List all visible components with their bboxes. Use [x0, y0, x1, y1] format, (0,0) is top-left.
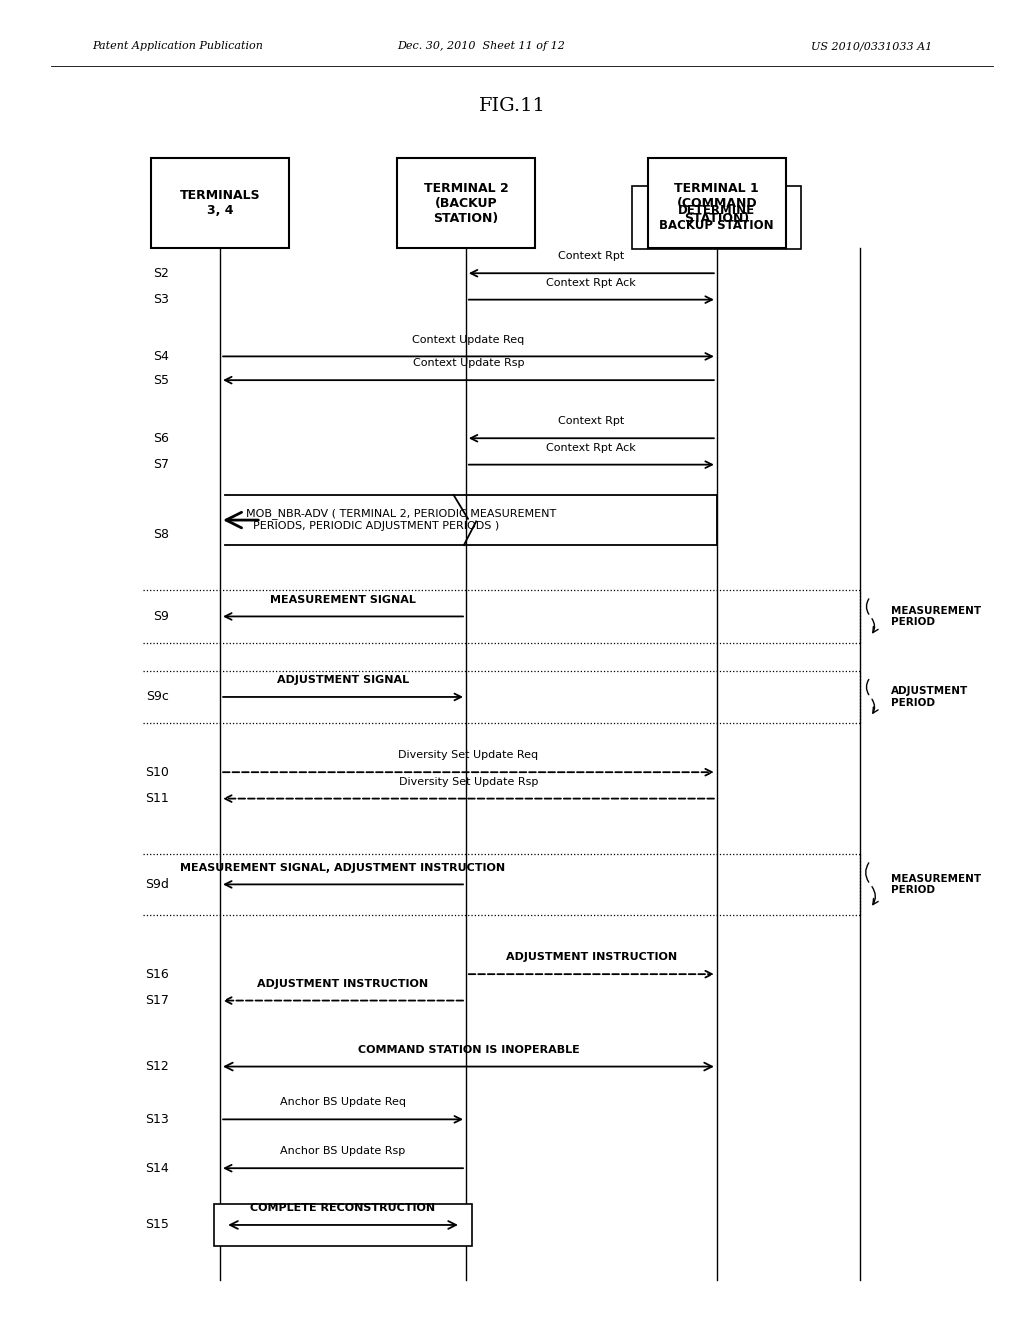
- Text: S10: S10: [145, 766, 169, 779]
- Text: S15: S15: [145, 1218, 169, 1232]
- Text: S9d: S9d: [145, 878, 169, 891]
- Text: S8: S8: [153, 528, 169, 541]
- Text: S2: S2: [153, 267, 169, 280]
- Text: Dec. 30, 2010  Sheet 11 of 12: Dec. 30, 2010 Sheet 11 of 12: [397, 41, 565, 51]
- Text: MEASUREMENT
PERIOD: MEASUREMENT PERIOD: [891, 874, 981, 895]
- Text: S1: S1: [153, 211, 169, 224]
- Text: Anchor BS Update Rsp: Anchor BS Update Rsp: [281, 1146, 406, 1156]
- Text: Context Rpt: Context Rpt: [558, 416, 625, 426]
- Text: S9: S9: [153, 610, 169, 623]
- Text: TERMINAL 2
(BACKUP
STATION): TERMINAL 2 (BACKUP STATION): [424, 182, 508, 224]
- Bar: [397, 158, 535, 248]
- Text: ADJUSTMENT INSTRUCTION: ADJUSTMENT INSTRUCTION: [506, 952, 677, 962]
- Bar: [647, 158, 786, 248]
- Text: S12: S12: [145, 1060, 169, 1073]
- Text: S17: S17: [145, 994, 169, 1007]
- Text: DETERMINE
BACKUP STATION: DETERMINE BACKUP STATION: [659, 203, 774, 232]
- Text: COMMAND STATION IS INOPERABLE: COMMAND STATION IS INOPERABLE: [357, 1044, 580, 1055]
- Text: Context Rpt Ack: Context Rpt Ack: [547, 442, 636, 453]
- Bar: [152, 158, 289, 248]
- Text: US 2010/0331033 A1: US 2010/0331033 A1: [811, 41, 932, 51]
- Text: MOB_NBR-ADV ( TERMINAL 2, PERIODIC MEASUREMENT
  PERIODS, PERIODIC ADJUSTMENT PE: MOB_NBR-ADV ( TERMINAL 2, PERIODIC MEASU…: [246, 508, 556, 531]
- Bar: [214, 1204, 472, 1246]
- Text: MEASUREMENT SIGNAL: MEASUREMENT SIGNAL: [270, 594, 416, 605]
- Text: S14: S14: [145, 1162, 169, 1175]
- Text: MEASUREMENT
PERIOD: MEASUREMENT PERIOD: [891, 606, 981, 627]
- Text: Diversity Set Update Req: Diversity Set Update Req: [398, 750, 539, 760]
- Text: ADJUSTMENT INSTRUCTION: ADJUSTMENT INSTRUCTION: [257, 978, 429, 989]
- Text: S5: S5: [153, 374, 169, 387]
- Text: Context Rpt Ack: Context Rpt Ack: [547, 277, 636, 288]
- Text: MEASUREMENT SIGNAL, ADJUSTMENT INSTRUCTION: MEASUREMENT SIGNAL, ADJUSTMENT INSTRUCTI…: [180, 862, 506, 873]
- Text: S7: S7: [153, 458, 169, 471]
- Text: S16: S16: [145, 968, 169, 981]
- Text: S13: S13: [145, 1113, 169, 1126]
- Text: ADJUSTMENT SIGNAL: ADJUSTMENT SIGNAL: [276, 675, 410, 685]
- Text: TERMINAL 1
(COMMAND
STATION): TERMINAL 1 (COMMAND STATION): [675, 182, 759, 224]
- Text: Context Update Rsp: Context Update Rsp: [413, 358, 524, 368]
- Text: S6: S6: [153, 432, 169, 445]
- Text: TERMINALS
3, 4: TERMINALS 3, 4: [180, 189, 260, 218]
- Text: S4: S4: [153, 350, 169, 363]
- Text: Diversity Set Update Rsp: Diversity Set Update Rsp: [398, 776, 539, 787]
- Bar: [632, 186, 801, 249]
- Text: S11: S11: [145, 792, 169, 805]
- Text: S9c: S9c: [146, 690, 169, 704]
- Text: Context Update Req: Context Update Req: [413, 334, 524, 345]
- Text: Anchor BS Update Req: Anchor BS Update Req: [280, 1097, 407, 1107]
- Text: ADJUSTMENT
PERIOD: ADJUSTMENT PERIOD: [891, 686, 968, 708]
- Text: Context Rpt: Context Rpt: [558, 251, 625, 261]
- Text: COMPLETE RECONSTRUCTION: COMPLETE RECONSTRUCTION: [251, 1203, 435, 1213]
- Text: FIG.11: FIG.11: [478, 96, 546, 115]
- Text: S3: S3: [153, 293, 169, 306]
- Text: Patent Application Publication: Patent Application Publication: [92, 41, 263, 51]
